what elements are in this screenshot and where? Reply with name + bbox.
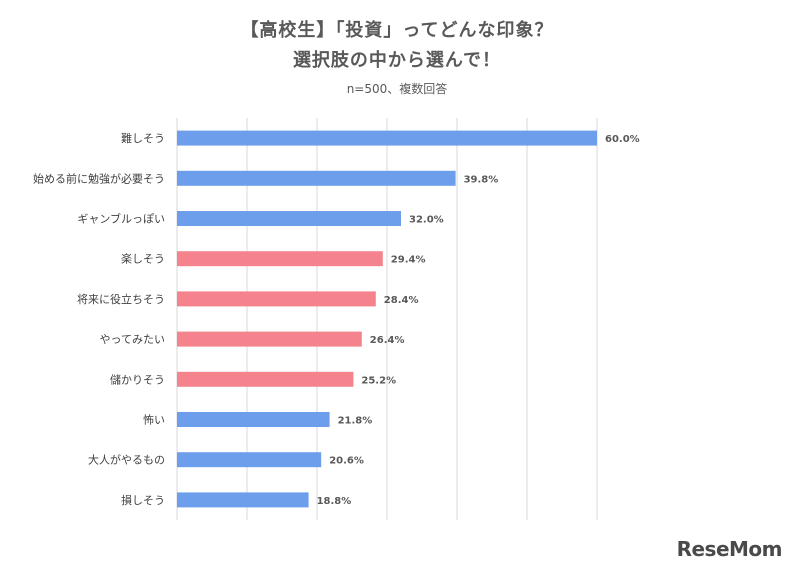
value-label: 28.4% xyxy=(384,295,419,306)
category-label: 儲かりそう xyxy=(110,373,165,386)
value-label: 26.4% xyxy=(370,335,405,346)
bar xyxy=(177,211,401,226)
category-label: 損しそう xyxy=(121,493,165,507)
chart-subtitle: n=500、複数回答 xyxy=(346,82,448,96)
chart-title-line2: 選択肢の中から選んで！ xyxy=(292,50,502,71)
bar xyxy=(177,331,362,347)
bar xyxy=(177,371,354,387)
bar xyxy=(177,412,330,427)
bar xyxy=(177,291,376,307)
bar xyxy=(177,251,383,267)
category-label: 将来に役立ちそう xyxy=(77,292,165,306)
resemom-logo: ReseMom xyxy=(676,537,783,561)
bar xyxy=(177,170,456,186)
bar xyxy=(177,452,322,468)
value-label: 32.0% xyxy=(409,215,444,226)
value-label: 29.4% xyxy=(391,255,426,266)
value-label: 18.8% xyxy=(317,496,352,507)
bar xyxy=(177,492,309,508)
category-label: 大人がやるもの xyxy=(88,453,165,467)
value-label: 25.2% xyxy=(361,375,396,386)
chart-title-line1: 【高校生】「投資」ってどんな印象？ xyxy=(240,20,554,41)
value-label: 60.0% xyxy=(605,134,640,145)
category-label: 楽しそう xyxy=(121,253,165,266)
category-label: 怖い xyxy=(143,413,165,427)
category-label: 難しそう xyxy=(121,132,165,145)
category-label: ギャンブルっぽい xyxy=(77,212,165,226)
bar xyxy=(177,130,597,146)
value-label: 39.8% xyxy=(464,174,499,185)
value-label: 21.8% xyxy=(338,416,373,427)
category-label: 始める前に勉強が必要そう xyxy=(33,171,165,185)
category-label: やってみたい xyxy=(100,333,165,346)
value-label: 20.6% xyxy=(329,456,364,467)
